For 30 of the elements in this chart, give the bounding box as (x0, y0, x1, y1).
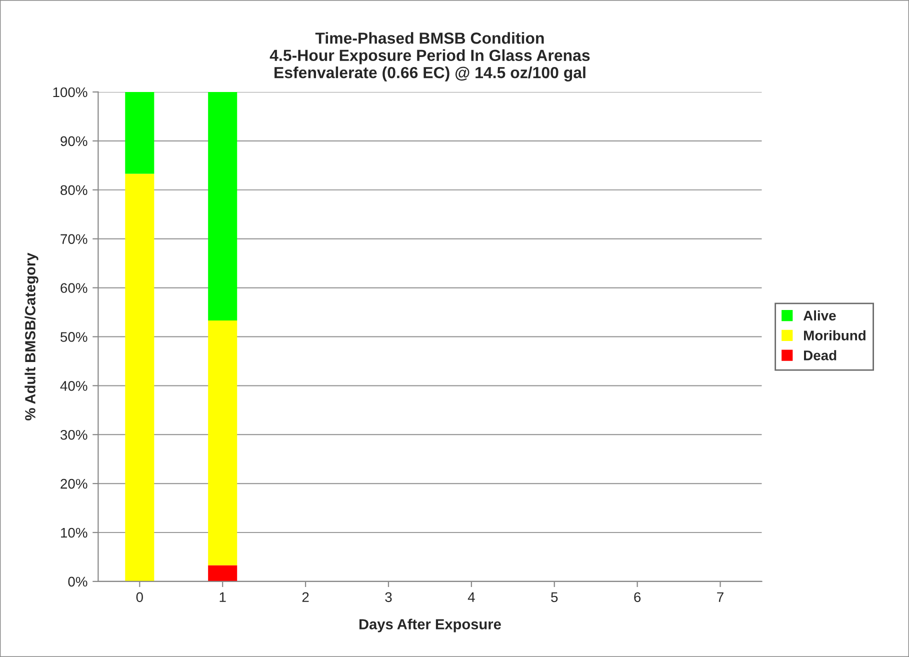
bar (208, 320, 238, 566)
x-tick-label: 0 (136, 592, 143, 602)
y-tick-label: 50% (60, 332, 88, 342)
y-tick-label: 70% (60, 234, 88, 244)
y-tick-label: 90% (60, 136, 88, 146)
y-tick-label: 60% (60, 283, 88, 293)
bar (125, 174, 154, 582)
y-tick-label: 30% (60, 430, 88, 440)
x-axis-title: Days After Exposure (359, 618, 501, 632)
x-tick-label: 5 (551, 592, 558, 602)
y-tick-label: 100% (53, 87, 88, 98)
y-tick-label: 40% (60, 380, 88, 391)
y-tick-label: 80% (60, 185, 88, 196)
bar (208, 92, 238, 321)
x-tick-label: 6 (634, 592, 641, 602)
y-tick-label: 0% (68, 576, 88, 587)
x-tick-label: 4 (468, 592, 475, 602)
legend-label: Alive (803, 310, 836, 321)
y-axis-title: % Adult BMSB/Category (24, 252, 38, 420)
x-tick-label: 3 (385, 592, 392, 602)
y-tick-label: 10% (61, 528, 88, 538)
bar (208, 565, 238, 582)
chart-title: Time-Phased BMSB Condition 4.5-Hour Exposure Period In Glass Arenas Esfenvalerate (0.66 EC) @ 14.5 oz/100 gal (270, 32, 590, 82)
y-tick-label: 20% (60, 478, 88, 489)
bar (125, 92, 154, 174)
x-tick-label: 2 (302, 592, 309, 602)
x-tick-label: 7 (717, 592, 724, 602)
legend-label: Dead (804, 350, 836, 360)
x-tick-label: 1 (220, 592, 226, 602)
legend-label: Moribund (804, 330, 866, 340)
